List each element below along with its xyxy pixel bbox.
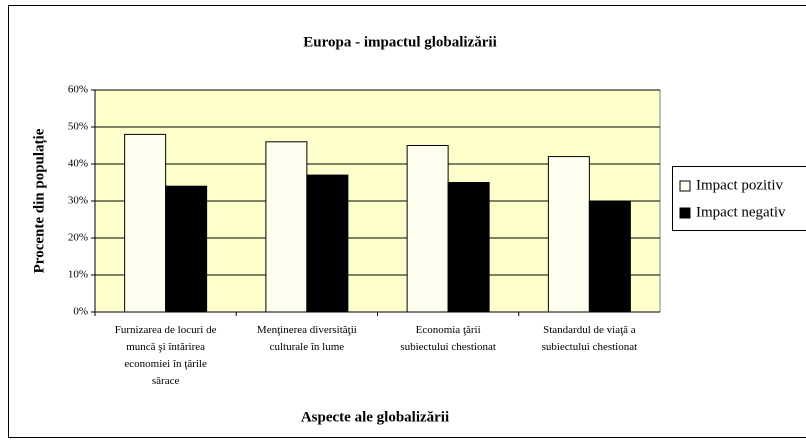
bar — [306, 174, 349, 313]
bar — [547, 156, 590, 313]
legend-swatch — [679, 180, 691, 192]
y-tick-label: 60% — [68, 84, 88, 96]
chart-title: Europa - impactul globalizării — [303, 34, 496, 50]
legend-label: Impact pozitiv — [696, 177, 784, 193]
y-tick-label: 0% — [73, 306, 88, 318]
y-tick-label: 10% — [68, 269, 88, 281]
y-tick-label: 20% — [68, 232, 88, 244]
bar — [165, 185, 208, 313]
bar — [124, 133, 167, 313]
bar — [406, 145, 449, 313]
bar — [265, 141, 308, 313]
x-tick-label: Menţinerea diversităţii culturale în lume — [257, 324, 357, 353]
legend-label: Impact negativ — [696, 204, 786, 220]
x-tick-label: Standardul de viaţă a subiectului chestio… — [542, 324, 638, 353]
legend-box — [672, 166, 806, 231]
x-tick-label: Furnizarea de locuri de muncă şi întărire… — [115, 324, 217, 387]
bar — [447, 182, 490, 313]
y-tick-label: 40% — [68, 158, 88, 170]
y-tick-label: 50% — [68, 121, 88, 133]
y-tick-label: 30% — [68, 195, 88, 207]
x-tick-label: Economia ţării subiectului chestionat — [400, 324, 496, 353]
bar — [588, 200, 631, 313]
y-axis-label: Procente din populație — [31, 128, 47, 273]
legend-swatch — [679, 207, 691, 219]
x-axis-label: Aspecte ale globalizării — [301, 409, 449, 425]
